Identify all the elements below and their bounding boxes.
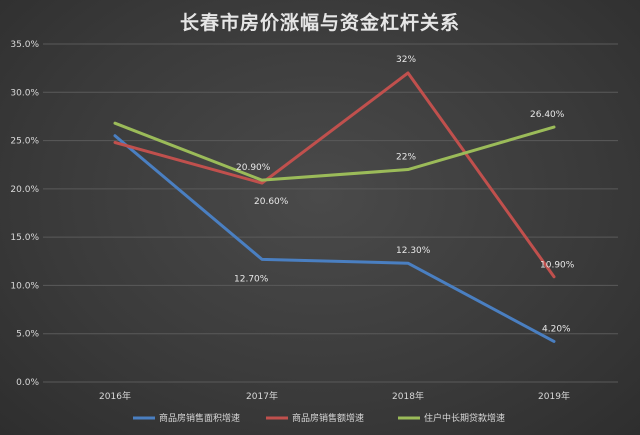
series-line [113, 134, 556, 343]
x-tick-label: 2016年 [99, 390, 131, 402]
data-label: 32% [396, 55, 416, 65]
data-label: 26.40% [530, 110, 565, 120]
legend-entry: 商品房销售面积增速 [159, 412, 240, 424]
x-tick-label: 2017年 [246, 390, 278, 402]
data-label: 20.60% [254, 197, 289, 207]
y-tick-label: 5.0% [16, 330, 39, 340]
data-label: 4.20% [542, 324, 571, 334]
y-tick-label: 0.0% [16, 378, 39, 388]
series-line [113, 71, 556, 279]
x-tick-label: 2019年 [538, 390, 570, 402]
y-tick-label: 20.0% [10, 185, 39, 195]
data-label: 12.30% [396, 246, 431, 256]
y-tick-label: 30.0% [10, 88, 39, 98]
data-label: 20.90% [236, 163, 271, 173]
data-label: 22% [396, 153, 416, 163]
legend-entry: 住户中长期贷款增速 [424, 412, 505, 424]
y-tick-label: 10.0% [10, 281, 39, 291]
series-line [113, 121, 556, 182]
y-tick-label: 15.0% [10, 233, 39, 243]
legend-entry: 商品房销售额增速 [292, 412, 364, 424]
y-tick-label: 25.0% [10, 137, 39, 147]
y-tick-label: 35.0% [10, 40, 39, 50]
data-label: 12.70% [234, 274, 269, 284]
data-label: 10.90% [540, 261, 575, 271]
chart-title: 长春市房价涨幅与资金杠杆关系 [179, 12, 460, 34]
x-tick-label: 2018年 [392, 390, 424, 402]
